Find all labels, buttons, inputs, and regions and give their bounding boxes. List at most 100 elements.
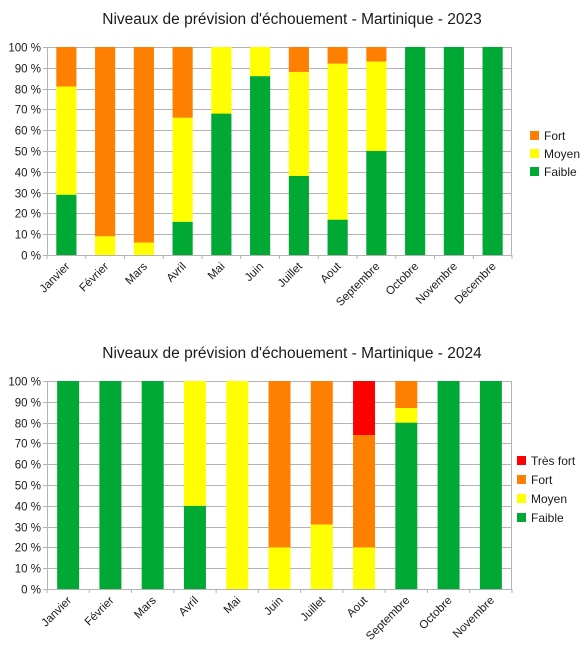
- y-tick-label: 50 %: [15, 481, 41, 493]
- x-tick-label: Octobre: [384, 261, 421, 298]
- bar-segment: [288, 47, 309, 72]
- bar-segment: [395, 422, 418, 589]
- x-tick-label: Avril: [177, 595, 201, 619]
- legend-swatch: [517, 494, 526, 503]
- x-tick-label: Juillet: [299, 594, 329, 624]
- bar-segment: [57, 381, 80, 589]
- bar-segment: [172, 47, 193, 118]
- legend-swatch: [517, 513, 526, 522]
- y-tick-label: 60 %: [15, 126, 41, 138]
- y-tick-label: 90 %: [15, 398, 41, 410]
- legend-swatch: [530, 131, 539, 140]
- x-tick-label: Décembre: [453, 261, 499, 307]
- x-tick-label: Février: [83, 595, 117, 629]
- x-tick-label: Mars: [132, 594, 159, 621]
- x-tick-label: Aout: [319, 260, 345, 286]
- bar-segment: [366, 151, 387, 255]
- y-tick-label: 20 %: [15, 543, 41, 555]
- y-tick-label: 80 %: [15, 419, 41, 431]
- y-tick-label: 70 %: [15, 439, 41, 451]
- y-tick-label: 100 %: [8, 43, 41, 55]
- bar-segment: [172, 221, 193, 255]
- x-tick-label: Juin: [262, 595, 285, 618]
- bar-segment: [395, 408, 418, 423]
- bar-segment: [268, 547, 291, 589]
- y-tick-label: 70 %: [15, 105, 41, 117]
- legend-label: Faible: [544, 165, 577, 179]
- x-tick-label: Aout: [345, 594, 371, 620]
- bar-segment: [353, 547, 376, 589]
- bar-segment: [133, 242, 154, 255]
- bar-segment: [288, 175, 309, 255]
- bar-segment: [133, 47, 154, 243]
- bar-segment: [141, 381, 164, 589]
- y-tick-label: 10 %: [15, 564, 41, 576]
- y-tick-label: 40 %: [15, 168, 41, 180]
- legend-swatch: [530, 167, 539, 176]
- legend-label: Très fort: [531, 454, 576, 468]
- bar-segment: [172, 117, 193, 222]
- chart-title: Niveaux de prévision d'échouement - Mart…: [102, 11, 481, 28]
- bar-segment: [288, 71, 309, 176]
- y-tick-label: 90 %: [15, 64, 41, 76]
- bar-segment: [443, 47, 464, 255]
- y-tick-label: 0 %: [21, 251, 41, 263]
- chart-2: Niveaux de prévision d'échouement - Mart…: [8, 345, 576, 643]
- bar-segment: [479, 381, 502, 589]
- bar-segment: [99, 381, 122, 589]
- x-tick-label: Mai: [206, 261, 228, 283]
- legend-label: Moyen: [531, 492, 567, 506]
- bar-segment: [183, 505, 206, 589]
- bar-segment: [95, 236, 116, 255]
- bar-segment: [327, 63, 348, 220]
- bar-segment: [56, 47, 77, 87]
- y-tick-label: 30 %: [15, 189, 41, 201]
- legend-label: Fort: [544, 129, 566, 143]
- bar-segment: [95, 47, 116, 237]
- y-tick-label: 60 %: [15, 460, 41, 472]
- bar-segment: [211, 47, 232, 114]
- bar-segment: [405, 47, 426, 255]
- x-tick-label: Septembre: [364, 595, 412, 643]
- legend-swatch: [530, 149, 539, 158]
- x-tick-label: Novembre: [451, 595, 497, 641]
- legend-label: Faible: [531, 511, 564, 525]
- bar-segment: [183, 381, 206, 506]
- x-tick-label: Janvier: [38, 261, 73, 296]
- bar-segment: [250, 47, 271, 77]
- x-tick-label: Mai: [222, 595, 244, 617]
- y-tick-label: 50 %: [15, 147, 41, 159]
- bar-segment: [366, 61, 387, 152]
- bar-segment: [366, 47, 387, 62]
- bar-segment: [226, 381, 249, 589]
- legend-label: Moyen: [544, 147, 580, 161]
- bar-segment: [395, 381, 418, 409]
- bar-segment: [250, 76, 271, 256]
- chart-title: Niveaux de prévision d'échouement - Mart…: [102, 345, 482, 362]
- x-tick-label: Avril: [165, 261, 189, 285]
- y-tick-label: 20 %: [15, 209, 41, 221]
- bar-segment: [482, 47, 503, 255]
- bar-segment: [327, 47, 348, 64]
- bar-segment: [211, 113, 232, 255]
- bar-segment: [327, 219, 348, 255]
- bar-segment: [353, 435, 376, 548]
- y-tick-label: 40 %: [15, 502, 41, 514]
- bar-segment: [310, 524, 333, 589]
- x-tick-label: Février: [77, 261, 111, 295]
- bar-segment: [56, 86, 77, 195]
- legend-label: Fort: [531, 473, 553, 487]
- y-tick-label: 30 %: [15, 523, 41, 535]
- bar-segment: [437, 381, 460, 589]
- chart-1: Niveaux de prévision d'échouement - Mart…: [8, 11, 580, 309]
- bar-segment: [310, 381, 333, 525]
- y-tick-label: 0 %: [21, 585, 41, 597]
- legend-swatch: [517, 475, 526, 484]
- y-tick-label: 10 %: [15, 230, 41, 242]
- x-tick-label: Octobre: [417, 595, 454, 632]
- x-tick-label: Juin: [243, 261, 266, 284]
- x-tick-label: Juillet: [276, 260, 306, 290]
- bar-segment: [268, 381, 291, 548]
- y-tick-label: 100 %: [8, 377, 41, 389]
